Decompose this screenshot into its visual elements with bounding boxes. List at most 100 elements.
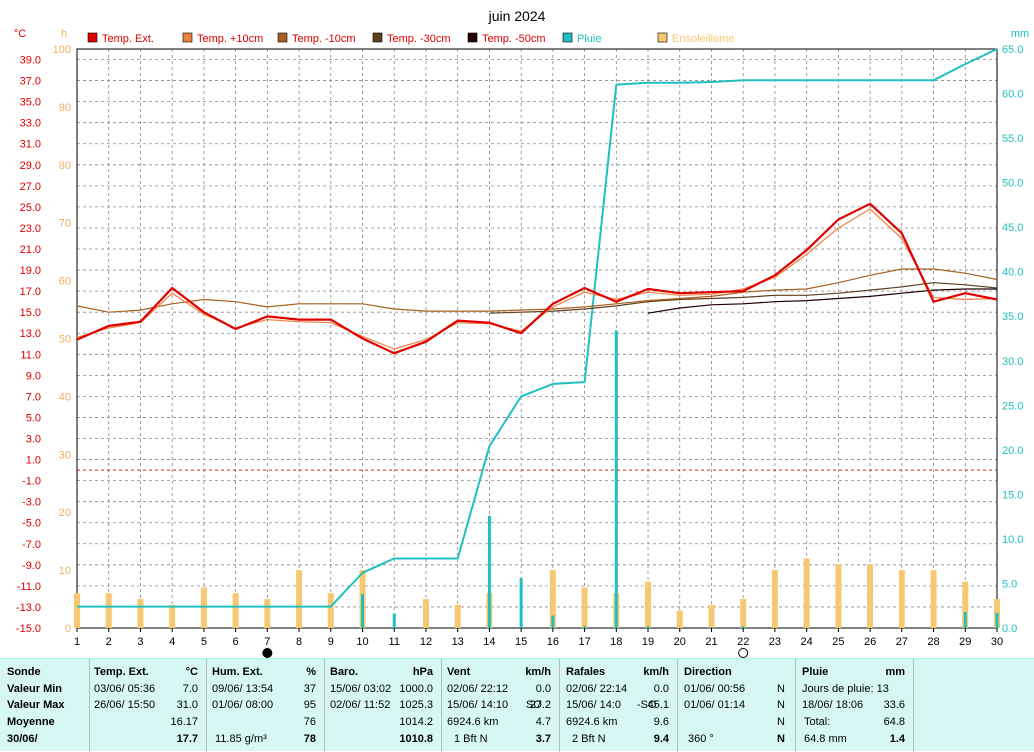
rafales-distance: 6924.6 km — [566, 716, 618, 728]
rain-tick-label: 40.0 — [1002, 267, 1023, 279]
rain-tick-label: 50.0 — [1002, 178, 1023, 190]
x-tick-label: 4 — [169, 636, 175, 648]
row-label-avg: Moyenne — [7, 716, 55, 728]
rain-tick-label: 35.0 — [1002, 311, 1023, 323]
x-tick-label: 21 — [705, 636, 717, 648]
sunshine-bar — [549, 570, 556, 628]
sunshine-bar — [200, 587, 207, 628]
daily-rain-bar — [487, 515, 491, 628]
stats-col-baro: Baro. hPa 15/06/ 03:02 1000.0 02/06/ 11:52… — [325, 659, 442, 752]
x-tick-label: 8 — [296, 636, 302, 648]
rain-tick-label: 10.0 — [1002, 534, 1023, 546]
vent-min-date: 02/06/ 22:12 — [447, 683, 509, 695]
temp-tick-label: 29.0 — [20, 160, 41, 172]
vent-min-val: 0.0 — [535, 683, 551, 695]
x-tick-label: 6 — [233, 636, 239, 648]
x-tick-label: 26 — [864, 636, 876, 648]
legend-swatch — [182, 32, 193, 43]
series-line — [77, 48, 998, 608]
daily-rain-bar — [963, 611, 967, 628]
pluie-max-date: 18/06/ 18:06 — [802, 699, 864, 711]
temp-tick-label: 39.0 — [20, 55, 41, 67]
sonde-header: Sonde — [7, 666, 41, 678]
temp-tick-label: 31.0 — [20, 139, 41, 151]
rafales-max-dir: -SO — [637, 699, 657, 711]
temp-min-val: 7.0 — [182, 683, 198, 695]
x-tick-label: 16 — [547, 636, 559, 648]
stats-panel: Sonde Valeur Min Valeur Max Moyenne 30/0… — [0, 658, 1034, 752]
x-tick-label: 9 — [328, 636, 334, 648]
daily-rain-bar — [361, 594, 365, 628]
rain-tick-label: 55.0 — [1002, 133, 1023, 145]
temp-tick-label: 27.0 — [20, 181, 41, 193]
hours-tick-label: 10 — [59, 565, 71, 577]
temp-tick-label: 13.0 — [20, 328, 41, 340]
x-tick-label: 2 — [106, 636, 112, 648]
temp-tick-label: 19.0 — [20, 265, 41, 277]
daily-rain-bar — [519, 578, 523, 628]
legend-swatch — [467, 32, 478, 43]
vent-current: 3.7 — [535, 733, 551, 745]
x-tick-label: 7 — [264, 636, 270, 648]
legend: Temp. Ext. Temp. +10cm Temp. -10cm Temp. -3… — [87, 32, 734, 45]
legend-label: Ensoleilleme — [672, 33, 734, 45]
sunshine-bar — [930, 570, 937, 628]
direction-max-val: N — [777, 699, 785, 711]
legend-swatch — [372, 32, 383, 43]
rafales-header: Rafales — [566, 666, 606, 678]
baro-max-val: 1025.3 — [399, 699, 433, 711]
x-tick-label: 14 — [483, 636, 495, 648]
x-tick-label: 29 — [959, 636, 971, 648]
rain-tick-label: 45.0 — [1002, 222, 1023, 234]
pluie-total: 64.8 — [883, 716, 905, 728]
series-line — [76, 208, 998, 350]
x-tick-label: 5 — [201, 636, 207, 648]
temp-tick-label: 33.0 — [20, 118, 41, 130]
temp-current: 17.7 — [176, 733, 198, 745]
hum-unit: % — [306, 666, 316, 678]
baro-header: Baro. — [330, 666, 359, 678]
rafales-min-date: 02/06/ 22:14 — [566, 683, 628, 695]
series-line — [76, 202, 998, 355]
direction-max-date: 01/06/ 01:14 — [684, 699, 746, 711]
hours-tick-label: 70 — [59, 218, 71, 230]
pluie-total-label: Total: — [804, 716, 831, 728]
direction-avg: N — [777, 716, 785, 728]
hum-avg: 76 — [303, 716, 316, 728]
rain-days: Jours de pluie: 13 — [802, 683, 889, 695]
baro-min-date: 15/06/ 03:02 — [330, 683, 392, 695]
rain-tick-label: 15.0 — [1002, 489, 1023, 501]
temp-tick-label: 3.0 — [26, 434, 41, 446]
temp-tick-label: 17.0 — [20, 286, 41, 298]
x-tick-label: 24 — [801, 636, 813, 648]
sunshine-bar — [454, 604, 461, 628]
stats-col-pluie: Pluie mm Jours de pluie: 13 18/06/ 18:06 3… — [796, 659, 914, 752]
legend-label: Temp. -10cm — [292, 33, 356, 45]
x-tick-label: 25 — [832, 636, 844, 648]
legend-label: Temp. -50cm — [482, 33, 546, 45]
temp-tick-label: -7.0 — [22, 539, 41, 551]
hours-unit-label: h — [61, 28, 67, 40]
series-lines — [76, 48, 998, 608]
baro-avg: 1014.2 — [399, 716, 433, 728]
temp-max-val: 31.0 — [176, 699, 198, 711]
sunshine-bar — [803, 558, 810, 628]
baro-current: 1010.8 — [399, 733, 433, 745]
sunshine-bar — [740, 599, 747, 628]
x-tick-label: 27 — [896, 636, 908, 648]
hum-current: 78 — [303, 733, 316, 745]
temp-tick-label: -11.0 — [17, 581, 41, 593]
daily-rain-bar — [741, 626, 745, 628]
row-label-current: 30/06/ — [7, 733, 38, 745]
hum-max-val: 95 — [303, 699, 316, 711]
sunshine-bar — [676, 610, 683, 628]
sunshine-bar — [296, 570, 303, 628]
new-moon-icon — [262, 648, 273, 658]
x-tick-label: 17 — [578, 636, 590, 648]
x-tick-label: 11 — [389, 636, 400, 648]
pluie-header: Pluie — [802, 666, 829, 678]
sunshine-bar — [232, 593, 239, 628]
sunshine-bar — [264, 599, 271, 628]
temp-tick-label: 7.0 — [26, 391, 41, 403]
rain-unit-label: mm — [1011, 28, 1029, 40]
